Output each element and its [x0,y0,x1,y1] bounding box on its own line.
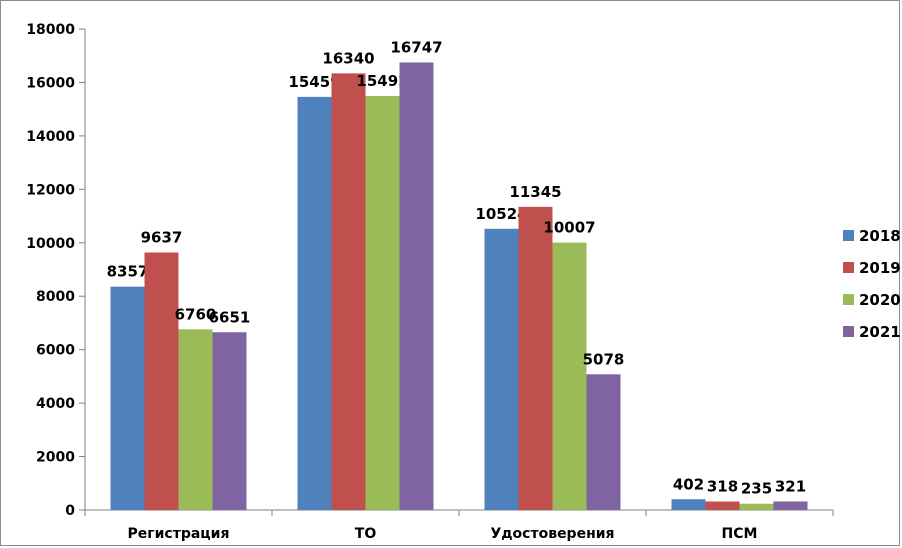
bar [144,252,179,510]
x-category-label: Удостоверения [490,526,614,542]
bar [399,62,434,511]
bar [212,332,247,510]
data-label: 9637 [141,228,183,246]
bar [671,499,706,510]
data-label: 321 [775,477,806,495]
y-tick-label: 4000 [36,396,75,412]
data-label: 10007 [543,219,595,237]
y-tick-label: 8000 [36,289,75,305]
y-tick-label: 18000 [26,22,75,38]
data-label: 6651 [209,308,251,326]
bar [518,206,553,510]
bar [739,503,774,510]
bar [331,73,366,510]
data-label: 5078 [583,350,625,368]
y-tick-label: 10000 [26,236,75,252]
bar [705,501,740,510]
legend-label: 2021 [859,323,901,341]
legend-swatch [843,326,854,337]
data-label: 318 [707,478,738,496]
legend-label: 2018 [859,227,901,245]
legend-swatch [843,262,854,273]
bar [552,242,587,510]
data-label: 6760 [175,305,217,323]
x-category-label: ТО [355,526,377,542]
data-label: 10524 [475,205,527,223]
bar [365,96,400,510]
data-label: 402 [673,475,704,493]
legend-label: 2020 [859,291,901,309]
data-label: 8357 [107,263,149,281]
y-tick-label: 12000 [26,182,75,198]
bar [586,374,621,510]
y-tick-label: 16000 [26,75,75,91]
y-tick-label: 6000 [36,343,75,359]
y-tick-label: 14000 [26,129,75,145]
bar [110,286,145,510]
legend-swatch [843,294,854,305]
data-label: 16747 [390,38,442,56]
x-category-label: ПСМ [722,526,758,542]
data-label: 11345 [509,183,561,201]
data-label: 15492 [356,72,408,90]
data-label: 235 [741,480,772,498]
bar [773,501,808,510]
bar [297,96,332,510]
legend-swatch [843,230,854,241]
y-tick-label: 0 [65,503,75,519]
data-label: 15459 [288,73,340,91]
bar [178,329,213,510]
data-label: 16340 [322,49,374,67]
bar [484,228,519,510]
x-category-label: Регистрация [128,526,230,542]
legend-label: 2019 [859,259,901,277]
y-tick-label: 2000 [36,450,75,466]
